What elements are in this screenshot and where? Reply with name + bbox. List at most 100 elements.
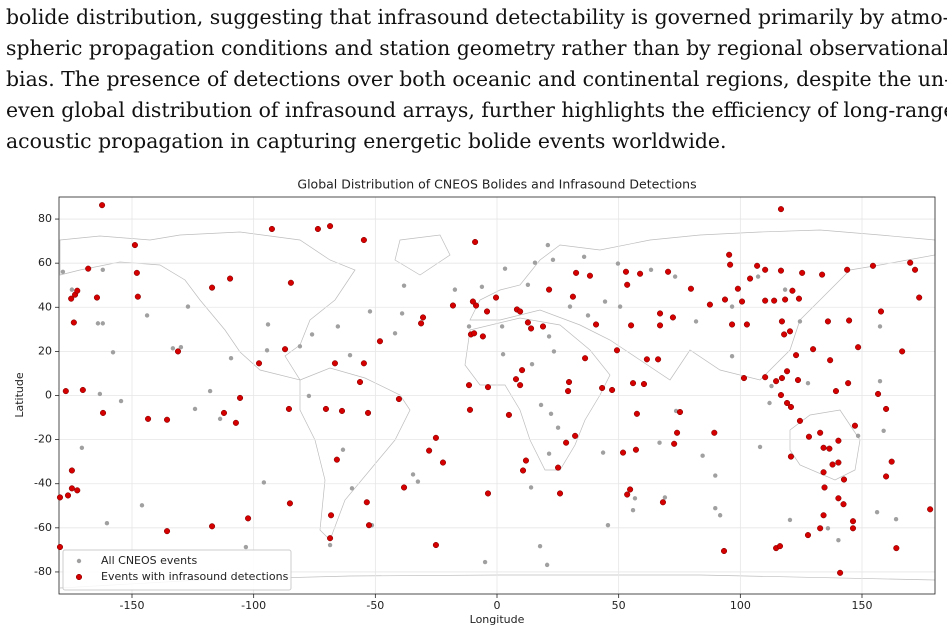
paragraph: bolide distribution, suggesting that inf… [6, 2, 947, 157]
point [869, 262, 877, 269]
point [810, 346, 817, 353]
point [717, 513, 723, 518]
point [95, 321, 101, 326]
point [632, 446, 639, 453]
point [835, 437, 842, 444]
point [762, 266, 769, 273]
point [100, 267, 106, 272]
point [118, 398, 124, 404]
point [170, 346, 176, 351]
point [469, 298, 476, 305]
point [846, 317, 853, 324]
point [265, 322, 271, 327]
point [840, 501, 847, 508]
point [787, 517, 793, 523]
legend-marker [75, 573, 83, 581]
point [713, 506, 718, 511]
point [532, 260, 538, 265]
point [410, 472, 416, 477]
point [674, 429, 681, 436]
point [771, 297, 778, 304]
series-points [60, 242, 899, 568]
point [56, 543, 64, 551]
point [472, 238, 479, 246]
point [426, 447, 433, 454]
point [338, 407, 346, 414]
x-tick-label: -100 [241, 599, 266, 612]
point [227, 275, 234, 282]
point [837, 569, 844, 576]
point [546, 451, 552, 456]
point [340, 447, 346, 452]
point [581, 254, 587, 259]
text-line: spheric propagation conditions and stati… [6, 36, 947, 60]
point [519, 367, 526, 374]
point [479, 333, 486, 340]
legend-label: All CNEOS events [101, 554, 197, 567]
point [79, 445, 85, 450]
point [706, 301, 713, 308]
legend-label: Events with infrasound detections [101, 570, 289, 583]
point [512, 376, 520, 383]
point [285, 405, 293, 413]
point [740, 375, 748, 382]
point [100, 321, 106, 326]
point [907, 259, 914, 266]
point [555, 425, 561, 430]
point [787, 403, 794, 411]
point [131, 242, 138, 249]
point [465, 382, 473, 389]
point [738, 298, 746, 305]
point [820, 444, 827, 451]
point [268, 225, 275, 233]
point [331, 360, 338, 367]
point [546, 286, 553, 293]
point [826, 445, 833, 452]
point [519, 467, 527, 474]
point [656, 310, 664, 317]
point [85, 265, 92, 272]
point [622, 268, 630, 275]
point [282, 346, 289, 353]
point [245, 515, 252, 522]
point [784, 368, 791, 375]
point [264, 348, 270, 353]
point [777, 392, 785, 399]
point [144, 313, 150, 318]
point [432, 434, 439, 441]
point [68, 485, 75, 492]
point [835, 495, 842, 502]
point [347, 352, 353, 358]
point [314, 225, 321, 233]
point [734, 285, 741, 292]
point [844, 266, 851, 273]
point [849, 518, 857, 525]
point [97, 391, 103, 397]
y-tick-label: 40 [38, 300, 52, 313]
point [471, 330, 478, 337]
point [787, 453, 794, 460]
point [192, 406, 198, 412]
point [656, 322, 664, 329]
point [615, 261, 621, 266]
point [349, 486, 355, 491]
point [613, 347, 621, 354]
world-map [59, 229, 936, 589]
point [286, 500, 293, 507]
point [916, 294, 923, 301]
point [327, 223, 334, 230]
point [327, 512, 335, 519]
point [567, 304, 573, 309]
point [524, 319, 531, 326]
point [817, 525, 824, 532]
point [755, 274, 761, 279]
point [762, 374, 769, 381]
point [563, 439, 570, 446]
text-line: bias. The presence of detections over bo… [6, 67, 947, 91]
point [754, 262, 761, 269]
point [888, 458, 895, 465]
point [582, 355, 589, 362]
point [820, 469, 827, 476]
point [538, 402, 544, 408]
